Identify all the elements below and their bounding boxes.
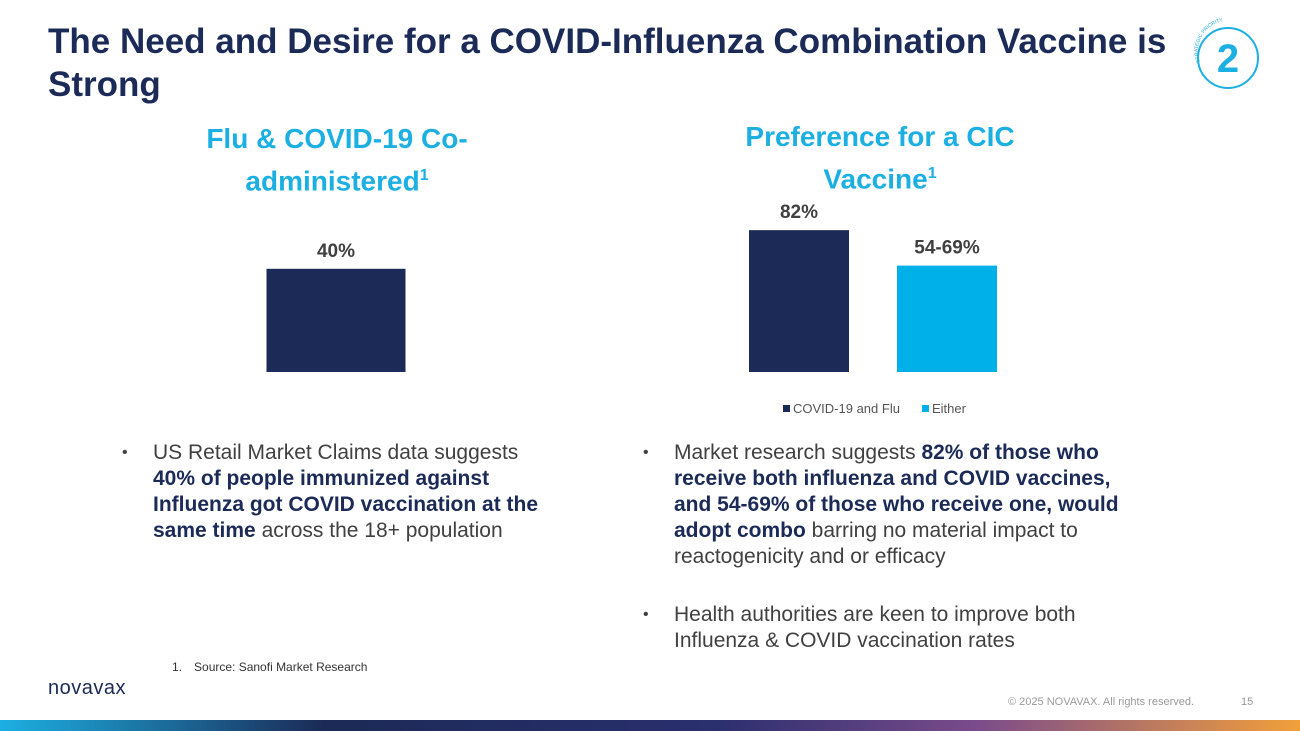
bullet-text: 82% of those who receive both influenza …: [674, 441, 1119, 542]
chart-title: Preference for a CIC Vaccine1: [720, 118, 1040, 197]
badge-number: 2: [1217, 37, 1239, 81]
bullet-text: Health authorities are keen to improve b…: [674, 603, 1076, 652]
value-label: 54-69%: [914, 238, 980, 259]
footer-band: [0, 720, 1300, 731]
bullet-list: US Retail Market Claims data suggests 40…: [122, 440, 542, 576]
footnote-number: 1.: [172, 660, 183, 674]
bullet: US Retail Market Claims data suggests 40…: [122, 440, 542, 544]
bullet-text: Market research suggests: [674, 441, 922, 464]
bullet-text: US Retail Market Claims data suggests: [153, 441, 519, 464]
chart-title-note: 1: [927, 165, 937, 182]
slide-title: The Need and Desire for a COVID-Influenz…: [48, 22, 1167, 104]
copyright: © 2025 NOVAVAX. All rights reserved.: [1008, 696, 1195, 708]
footnote: 1. Source: Sanofi Market Research: [172, 660, 367, 674]
value-label: 40%: [317, 241, 355, 262]
bullet-text: barring no material impact to reactogeni…: [674, 519, 1078, 568]
bullet-text: across the 18+ population: [255, 519, 503, 542]
chart-title: Flu & COVID-19 Co-administered1: [187, 120, 487, 199]
bar: [897, 265, 997, 372]
legend-swatch: [783, 405, 790, 412]
footnote-text: Source: Sanofi Market Research: [194, 660, 368, 674]
bullet: Market research suggests 82% of those wh…: [643, 440, 1153, 570]
legend-label: Either: [932, 401, 967, 416]
logo: novavax: [48, 677, 126, 699]
bar: [266, 268, 406, 372]
legend-label: COVID-19 and Flu: [793, 401, 900, 416]
chart-title-text: Preference for a CIC Vaccine: [745, 121, 1015, 195]
page-number: 15: [1241, 696, 1254, 708]
value-label: 82%: [780, 202, 818, 223]
legend-swatch: [922, 405, 929, 412]
chart-title-text: Flu & COVID-19 Co-administered: [206, 123, 468, 197]
bullet-text: 40% of people immunized against Influenz…: [153, 467, 539, 542]
bullet-list: Market research suggests 82% of those wh…: [643, 440, 1153, 686]
badge-ring: [1197, 27, 1259, 89]
chart-title-note: 1: [419, 167, 429, 184]
bullet: Health authorities are keen to improve b…: [643, 602, 1153, 654]
bar: [749, 230, 849, 372]
